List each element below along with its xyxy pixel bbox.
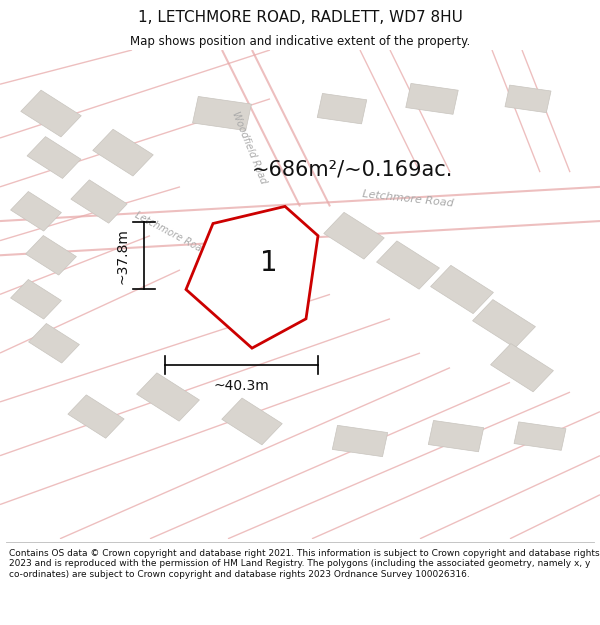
Bar bbox=[514, 422, 566, 451]
Text: Letchmore Road: Letchmore Road bbox=[133, 210, 209, 257]
Text: Letchmore Road: Letchmore Road bbox=[362, 189, 454, 209]
Bar bbox=[21, 90, 81, 137]
Polygon shape bbox=[186, 206, 318, 348]
Bar bbox=[332, 426, 388, 457]
Bar bbox=[505, 85, 551, 112]
Bar bbox=[324, 213, 384, 259]
Text: ~686m²/~0.169ac.: ~686m²/~0.169ac. bbox=[252, 160, 454, 180]
Bar bbox=[317, 93, 367, 124]
Bar bbox=[428, 421, 484, 452]
Bar bbox=[27, 137, 81, 178]
Text: Map shows position and indicative extent of the property.: Map shows position and indicative extent… bbox=[130, 35, 470, 48]
Bar bbox=[473, 299, 535, 348]
Bar bbox=[491, 344, 553, 392]
Bar bbox=[431, 266, 493, 314]
Bar bbox=[11, 191, 61, 231]
Bar bbox=[377, 241, 439, 289]
Bar bbox=[29, 324, 79, 363]
Bar bbox=[204, 232, 264, 279]
Bar bbox=[193, 96, 251, 131]
Text: ~40.3m: ~40.3m bbox=[214, 379, 269, 393]
Bar bbox=[26, 236, 76, 275]
Bar bbox=[68, 395, 124, 438]
Bar bbox=[137, 373, 199, 421]
Text: Woodfield Road: Woodfield Road bbox=[230, 110, 268, 186]
Bar bbox=[222, 398, 282, 445]
Bar bbox=[406, 84, 458, 114]
Text: ~37.8m: ~37.8m bbox=[115, 228, 129, 284]
Text: Contains OS data © Crown copyright and database right 2021. This information is : Contains OS data © Crown copyright and d… bbox=[9, 549, 599, 579]
Text: 1: 1 bbox=[260, 249, 278, 277]
Text: 1, LETCHMORE ROAD, RADLETT, WD7 8HU: 1, LETCHMORE ROAD, RADLETT, WD7 8HU bbox=[137, 10, 463, 25]
Bar bbox=[11, 279, 61, 319]
Bar bbox=[93, 129, 153, 176]
Bar bbox=[71, 180, 127, 223]
